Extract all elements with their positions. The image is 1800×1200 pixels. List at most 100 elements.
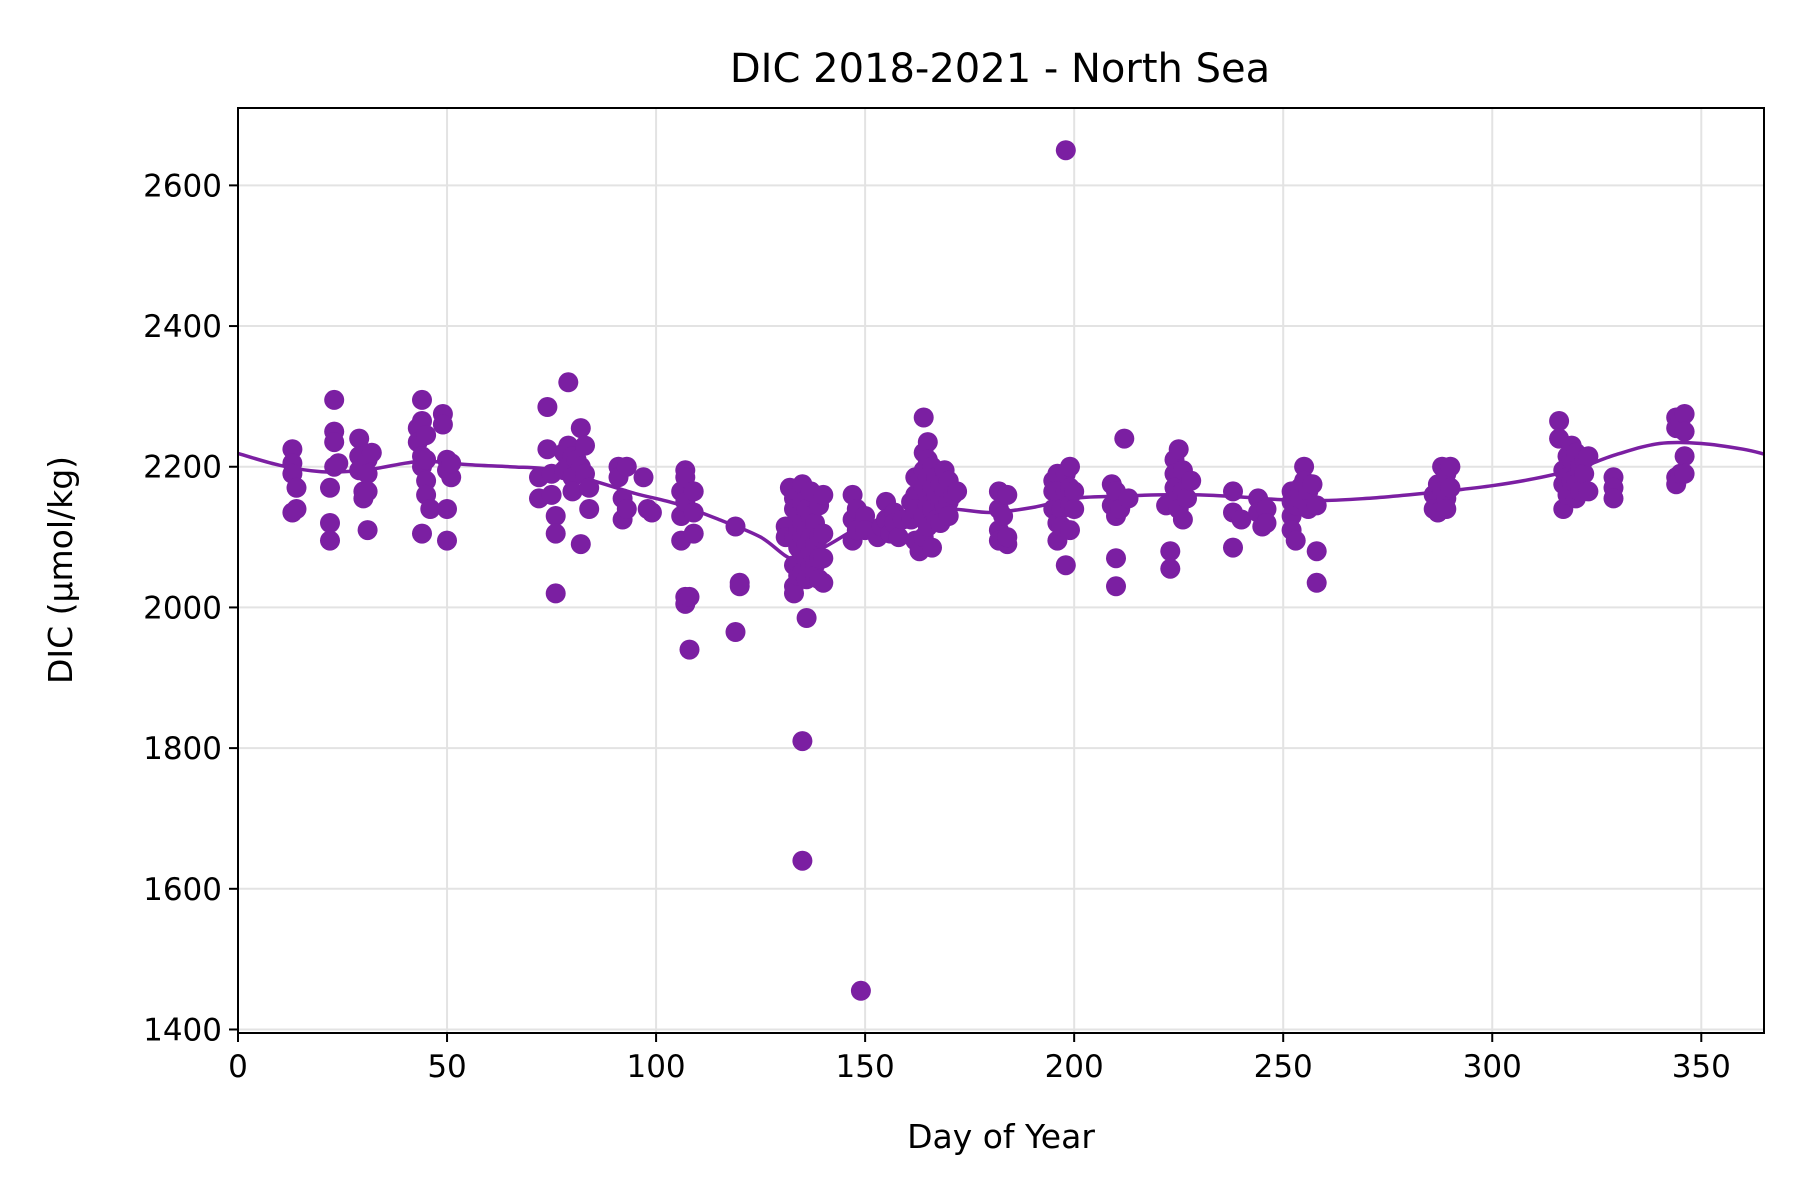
data-point: [1549, 411, 1570, 431]
data-point: [1256, 513, 1277, 533]
y-tick-label: 2200: [143, 450, 222, 486]
data-point: [813, 523, 834, 544]
data-point: [1106, 548, 1126, 569]
data-point: [1223, 537, 1243, 558]
data-point: [579, 499, 600, 519]
data-point: [1302, 474, 1323, 495]
scatter-points: [282, 140, 1695, 1001]
data-point: [1674, 404, 1695, 424]
data-point: [1118, 488, 1139, 509]
data-point: [324, 389, 345, 410]
data-point: [541, 484, 562, 505]
data-point: [1172, 509, 1193, 530]
data-point: [570, 534, 591, 555]
x-tick-label: 100: [626, 1049, 685, 1085]
data-point: [357, 520, 378, 541]
y-tick-label: 1800: [143, 731, 222, 767]
data-point: [1603, 488, 1624, 509]
data-point: [357, 481, 378, 502]
data-point: [683, 523, 704, 544]
data-point: [855, 506, 876, 526]
data-point: [1306, 572, 1327, 593]
data-point: [1674, 421, 1695, 442]
data-point: [1294, 456, 1315, 477]
data-point: [432, 414, 453, 435]
data-point: [575, 435, 595, 456]
data-point: [416, 425, 437, 446]
data-point: [361, 442, 382, 463]
data-point: [545, 506, 566, 526]
data-point: [1578, 446, 1599, 467]
data-point: [545, 583, 566, 604]
data-point: [420, 499, 441, 519]
data-point: [1160, 558, 1181, 579]
data-point: [938, 506, 959, 526]
data-point: [813, 548, 834, 569]
x-tick-label: 250: [1254, 1049, 1313, 1085]
data-point: [1285, 530, 1306, 551]
data-point: [1231, 509, 1252, 530]
data-point: [1160, 541, 1181, 562]
y-tick-label: 2400: [143, 309, 222, 345]
data-point: [1114, 428, 1135, 449]
data-point: [813, 484, 834, 505]
data-point: [537, 397, 558, 417]
x-tick-label: 300: [1463, 1049, 1522, 1085]
data-point: [1440, 456, 1461, 477]
data-point: [437, 499, 457, 519]
grid-lines: [237, 108, 1764, 1033]
data-point: [729, 576, 750, 597]
data-point: [416, 449, 437, 470]
data-point: [1060, 456, 1080, 477]
data-point: [1306, 495, 1327, 516]
data-point: [1674, 446, 1695, 467]
data-point: [562, 481, 583, 502]
data-point: [441, 467, 462, 488]
data-point: [641, 502, 662, 523]
data-point: [1055, 140, 1076, 161]
y-tick-label: 1400: [143, 1012, 222, 1048]
data-point: [1436, 499, 1457, 519]
data-point: [888, 527, 909, 548]
data-point: [328, 453, 349, 474]
data-point: [1055, 555, 1076, 576]
data-point: [947, 481, 968, 502]
data-point: [412, 389, 432, 410]
data-point: [993, 506, 1014, 526]
x-tick-label: 200: [1045, 1049, 1104, 1085]
data-point: [792, 850, 813, 871]
data-point: [1064, 481, 1085, 502]
y-tick-label: 2000: [143, 590, 222, 626]
x-axis-ticks: 0 50 100 150 200 250 300 350: [228, 1033, 1731, 1085]
y-tick-label: 2600: [143, 168, 222, 204]
data-point: [1578, 481, 1599, 502]
data-point: [412, 523, 432, 544]
data-point: [683, 481, 704, 502]
data-point: [537, 439, 558, 460]
data-point: [683, 502, 704, 523]
data-point: [1306, 541, 1327, 562]
data-point: [633, 467, 654, 488]
data-point: [1256, 499, 1277, 519]
plot-frame: [237, 107, 1765, 1034]
y-tick-label: 1600: [143, 872, 222, 908]
data-point: [579, 477, 600, 498]
data-point: [1106, 576, 1126, 597]
x-axis-label: Day of Year: [907, 1117, 1095, 1156]
data-point: [796, 608, 817, 628]
data-point: [1177, 488, 1197, 509]
y-axis-label: DIC (µmol/kg): [41, 456, 80, 684]
data-point: [917, 432, 938, 453]
x-tick-label: 350: [1672, 1049, 1731, 1085]
data-point: [997, 527, 1018, 548]
x-tick-label: 150: [836, 1049, 895, 1085]
data-point: [570, 418, 591, 439]
data-point: [850, 980, 871, 1001]
data-point: [1674, 463, 1695, 484]
data-point: [1440, 477, 1461, 498]
data-point: [679, 639, 700, 660]
data-point: [558, 372, 579, 393]
data-point: [997, 484, 1018, 505]
data-point: [1181, 470, 1202, 491]
